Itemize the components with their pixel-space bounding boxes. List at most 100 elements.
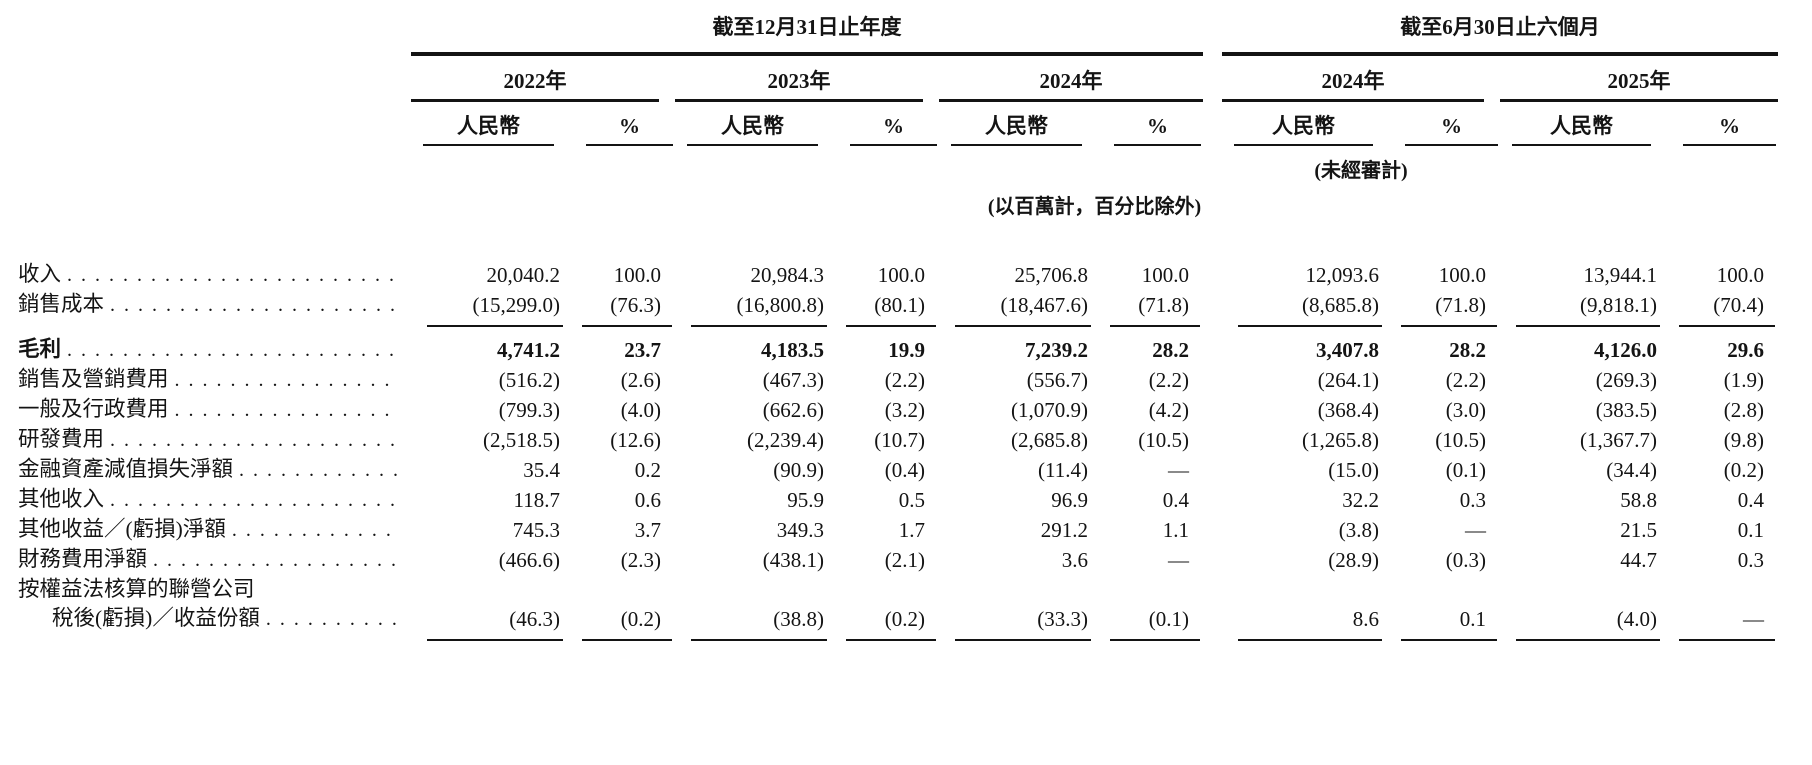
value-cell: (9.8) [1723,428,1764,452]
row-label-text: 按權益法核算的聯營公司 [18,577,255,601]
value-cell: 0.5 [898,488,925,512]
row-label-text: 收入 [18,262,62,286]
column-rule [582,325,672,327]
column-rule [1516,325,1660,327]
group-interim-title: 截至6月30日止六個月 [1222,14,1778,56]
row-label-text: 其他收入 [18,487,105,511]
value-cell: 96.9 [1051,488,1088,512]
value-cell: (368.4) [1317,398,1379,422]
year-header-2024: 2024年 [939,56,1203,102]
value-cell: (3.8) [1338,518,1379,542]
value-cell: (2.1) [884,548,925,572]
value-cell: — [1465,518,1486,542]
value-cell: (2,239.4) [747,428,824,452]
column-rule [691,639,827,641]
value-cell: 745.3 [512,518,560,542]
value-cell: (0.1) [1148,607,1189,631]
value-cell: (10.5) [1435,428,1486,452]
value-cell: (383.5) [1595,398,1657,422]
value-cell: 1.1 [1162,518,1189,542]
value-cell: 28.2 [1449,338,1486,362]
column-rule [1679,325,1775,327]
value-cell: (1,265.8) [1302,428,1379,452]
value-cell: (28.9) [1328,548,1379,572]
value-cell: (2.8) [1723,398,1764,422]
currency-header: 人民幣 [675,102,830,146]
value-cell: (38.8) [773,607,824,631]
row-label-text: 金融資產減值損失淨額 [18,457,234,481]
value-cell: (556.7) [1026,368,1088,392]
value-cell: 21.5 [1620,518,1657,542]
value-cell: 25,706.8 [1014,263,1089,287]
value-cell: (10.5) [1138,428,1189,452]
value-cell: (18,467.6) [1000,293,1089,317]
value-cell: (269.3) [1595,368,1657,392]
row-label-text: 稅後(虧損)／收益份額 [52,606,260,630]
value-cell: 0.4 [1737,488,1764,512]
value-cell: (70.4) [1713,293,1764,317]
unaudited-note: (未經審計) [1314,160,1408,182]
column-rule [1110,325,1200,327]
value-cell: 19.9 [888,338,925,362]
value-cell: (8,685.8) [1302,293,1379,317]
value-cell: 100.0 [613,263,661,287]
value-cell: 4,741.2 [497,338,560,362]
value-cell: 7,239.2 [1025,338,1088,362]
value-cell: (71.8) [1435,293,1486,317]
dot-leader [67,261,399,290]
row-label: 銷售及營銷費用 [0,365,411,395]
year-header-row: 2022年 2023年 2024年 2024年 2025年 [0,56,1778,102]
value-cell: (15,299.0) [472,293,561,317]
row-label: 金融資產減值損失淨額 [0,455,411,485]
value-cell: (1,070.9) [1011,398,1088,422]
row-label: 研發費用 [0,425,411,455]
column-rule [846,639,936,641]
column-rule [1238,639,1382,641]
value-cell: 23.7 [624,338,661,362]
value-cell: 12,093.6 [1305,263,1380,287]
dot-leader [110,291,399,320]
table-row: 毛利 4,741.2 23.7 4,183.5 19.9 7,239.2 28.2 3,407… [0,335,1778,365]
table-row: 財務費用淨額 (466.6) (2.3) (438.1) (2.1) 3.6 — (28.9)… [0,545,1778,575]
column-rule [582,639,672,641]
value-cell: 100.0 [1141,263,1189,287]
value-cell: (2,518.5) [483,428,560,452]
value-cell: (11.4) [1038,458,1088,482]
column-rule [1110,639,1200,641]
column-rule [1238,325,1382,327]
value-cell: (2.2) [1148,368,1189,392]
value-cell: 3.6 [1061,548,1088,572]
dot-leader [153,546,399,575]
table-row: 金融資產減值損失淨額 35.4 0.2 (90.9) (0.4) (11.4) — (15.0… [0,455,1778,485]
value-cell: 20,984.3 [750,263,825,287]
row-label-text: 毛利 [18,337,62,361]
subheader-row: 人民幣 % 人民幣 % 人民幣 % 人民幣 % 人民幣 % [0,102,1778,146]
group-annual-title: 截至12月31日止年度 [411,14,1203,56]
value-cell: (76.3) [610,293,661,317]
column-group-annual: 截至12月31日止年度 [411,14,1203,56]
value-cell: (1.9) [1723,368,1764,392]
value-cell: 4,183.5 [761,338,824,362]
dot-leader [266,605,399,634]
financial-table: 截至12月31日止年度 截至6月30日止六個月 2022年 2023年 2024… [0,14,1778,649]
year-header-2022: 2022年 [411,56,675,102]
value-cell: 0.4 [1162,488,1189,512]
value-cell: (90.9) [773,458,824,482]
value-cell: 4,126.0 [1594,338,1657,362]
value-cell: (0.3) [1445,548,1486,572]
value-cell: 28.2 [1152,338,1189,362]
value-cell: 118.7 [513,488,560,512]
column-group-interim: 截至6月30日止六個月 [1222,14,1778,56]
value-cell: (662.6) [762,398,824,422]
value-cell: (2.2) [884,368,925,392]
table-row: 一般及行政費用 (799.3) (4.0) (662.6) (3.2) (1,070.9)… [0,395,1778,425]
value-cell: (467.3) [762,368,824,392]
value-cell: 291.2 [1040,518,1088,542]
value-cell: (799.3) [498,398,560,422]
currency-header: 人民幣 [939,102,1094,146]
year-header-2024-interim: 2024年 [1222,56,1500,102]
row-label-text: 銷售及營銷費用 [18,367,169,391]
value-cell: 29.6 [1727,338,1764,362]
value-cell: (12.6) [610,428,661,452]
